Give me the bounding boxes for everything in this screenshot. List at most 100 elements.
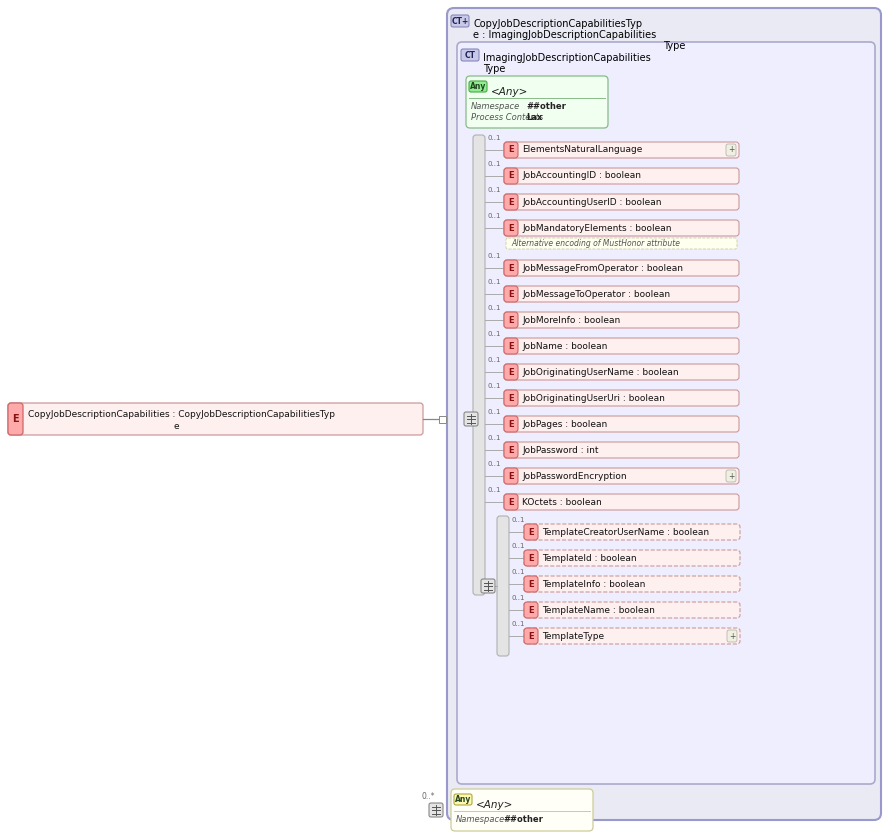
FancyBboxPatch shape bbox=[726, 470, 736, 482]
Text: CT+: CT+ bbox=[451, 17, 469, 25]
Text: +: + bbox=[728, 472, 734, 480]
Text: E: E bbox=[528, 632, 534, 640]
Text: E: E bbox=[508, 289, 514, 298]
Text: Any: Any bbox=[470, 82, 487, 91]
Text: E: E bbox=[508, 198, 514, 206]
FancyBboxPatch shape bbox=[504, 220, 739, 236]
FancyBboxPatch shape bbox=[504, 364, 739, 380]
Text: <Any>: <Any> bbox=[476, 800, 513, 810]
FancyBboxPatch shape bbox=[473, 135, 485, 595]
FancyBboxPatch shape bbox=[469, 81, 487, 92]
FancyBboxPatch shape bbox=[429, 803, 443, 817]
FancyBboxPatch shape bbox=[504, 142, 739, 158]
FancyBboxPatch shape bbox=[8, 403, 423, 435]
Text: E: E bbox=[508, 146, 514, 154]
Text: ##other: ##other bbox=[526, 102, 566, 111]
FancyBboxPatch shape bbox=[504, 286, 739, 302]
Text: 0..1: 0..1 bbox=[487, 305, 501, 311]
Text: Namespace: Namespace bbox=[456, 815, 505, 824]
Text: CT: CT bbox=[464, 50, 475, 59]
FancyBboxPatch shape bbox=[524, 524, 538, 540]
FancyBboxPatch shape bbox=[524, 602, 538, 618]
FancyBboxPatch shape bbox=[504, 416, 739, 432]
Text: E: E bbox=[528, 580, 534, 588]
Text: E: E bbox=[508, 446, 514, 454]
Text: Type: Type bbox=[663, 41, 686, 51]
Text: JobAccountingID : boolean: JobAccountingID : boolean bbox=[522, 172, 641, 180]
Text: e: e bbox=[173, 422, 178, 431]
FancyBboxPatch shape bbox=[504, 168, 518, 184]
Text: JobPassword : int: JobPassword : int bbox=[522, 446, 599, 454]
Text: 0..1: 0..1 bbox=[511, 621, 525, 627]
Text: TemplateInfo : boolean: TemplateInfo : boolean bbox=[542, 580, 646, 588]
FancyBboxPatch shape bbox=[8, 403, 23, 435]
Text: e : ImagingJobDescriptionCapabilities: e : ImagingJobDescriptionCapabilities bbox=[473, 30, 656, 40]
Text: JobMessageToOperator : boolean: JobMessageToOperator : boolean bbox=[522, 289, 670, 298]
FancyBboxPatch shape bbox=[504, 416, 518, 432]
Text: E: E bbox=[508, 342, 514, 350]
FancyBboxPatch shape bbox=[524, 524, 740, 540]
FancyBboxPatch shape bbox=[504, 312, 739, 328]
Text: E: E bbox=[508, 498, 514, 506]
FancyBboxPatch shape bbox=[504, 442, 739, 458]
Text: 0..1: 0..1 bbox=[511, 569, 525, 575]
FancyBboxPatch shape bbox=[504, 390, 739, 406]
Text: <Any>: <Any> bbox=[491, 87, 528, 97]
Text: E: E bbox=[12, 414, 19, 424]
Text: 0..1: 0..1 bbox=[487, 161, 501, 167]
Text: Process Contents: Process Contents bbox=[471, 113, 543, 122]
Text: +: + bbox=[729, 632, 735, 640]
FancyBboxPatch shape bbox=[504, 260, 739, 276]
Text: E: E bbox=[508, 263, 514, 272]
FancyBboxPatch shape bbox=[524, 550, 538, 566]
Text: JobPasswordEncryption: JobPasswordEncryption bbox=[522, 472, 627, 480]
FancyBboxPatch shape bbox=[464, 412, 478, 426]
Text: 0..1: 0..1 bbox=[487, 253, 501, 259]
FancyBboxPatch shape bbox=[727, 630, 737, 642]
Text: 0..1: 0..1 bbox=[511, 517, 525, 523]
Text: TemplateName : boolean: TemplateName : boolean bbox=[542, 606, 654, 614]
Text: 0..1: 0..1 bbox=[487, 279, 501, 285]
Text: +: + bbox=[728, 146, 734, 154]
FancyBboxPatch shape bbox=[504, 194, 518, 210]
FancyBboxPatch shape bbox=[451, 15, 469, 27]
Text: Any: Any bbox=[455, 795, 472, 804]
FancyBboxPatch shape bbox=[504, 312, 518, 328]
Text: 0..1: 0..1 bbox=[487, 357, 501, 363]
Text: 0..1: 0..1 bbox=[487, 331, 501, 337]
Text: JobPages : boolean: JobPages : boolean bbox=[522, 420, 607, 428]
FancyBboxPatch shape bbox=[524, 576, 538, 592]
FancyBboxPatch shape bbox=[461, 49, 479, 61]
FancyBboxPatch shape bbox=[504, 390, 518, 406]
Text: Lax: Lax bbox=[526, 113, 543, 122]
FancyBboxPatch shape bbox=[504, 364, 518, 380]
FancyBboxPatch shape bbox=[504, 494, 518, 510]
FancyBboxPatch shape bbox=[726, 144, 736, 156]
Text: E: E bbox=[528, 527, 534, 536]
Text: E: E bbox=[528, 606, 534, 614]
Text: 0..1: 0..1 bbox=[487, 409, 501, 415]
Text: JobMoreInfo : boolean: JobMoreInfo : boolean bbox=[522, 315, 620, 324]
Text: E: E bbox=[508, 472, 514, 480]
FancyBboxPatch shape bbox=[504, 338, 518, 354]
Text: 0..1: 0..1 bbox=[487, 187, 501, 193]
FancyBboxPatch shape bbox=[524, 602, 740, 618]
Text: E: E bbox=[508, 420, 514, 428]
FancyBboxPatch shape bbox=[504, 468, 518, 484]
FancyBboxPatch shape bbox=[451, 789, 593, 831]
Text: E: E bbox=[508, 394, 514, 402]
Bar bbox=[439, 416, 446, 422]
Text: 0..1: 0..1 bbox=[487, 487, 501, 493]
FancyBboxPatch shape bbox=[504, 338, 739, 354]
Text: E: E bbox=[528, 554, 534, 562]
Text: JobAccountingUserID : boolean: JobAccountingUserID : boolean bbox=[522, 198, 662, 206]
Text: Namespace: Namespace bbox=[471, 102, 520, 111]
Text: 0..*: 0..* bbox=[421, 792, 434, 801]
FancyBboxPatch shape bbox=[497, 516, 509, 656]
FancyBboxPatch shape bbox=[524, 628, 740, 644]
Text: TemplateCreatorUserName : boolean: TemplateCreatorUserName : boolean bbox=[542, 527, 710, 536]
FancyBboxPatch shape bbox=[481, 579, 495, 593]
FancyBboxPatch shape bbox=[504, 494, 739, 510]
Text: E: E bbox=[508, 368, 514, 376]
FancyBboxPatch shape bbox=[454, 794, 472, 805]
